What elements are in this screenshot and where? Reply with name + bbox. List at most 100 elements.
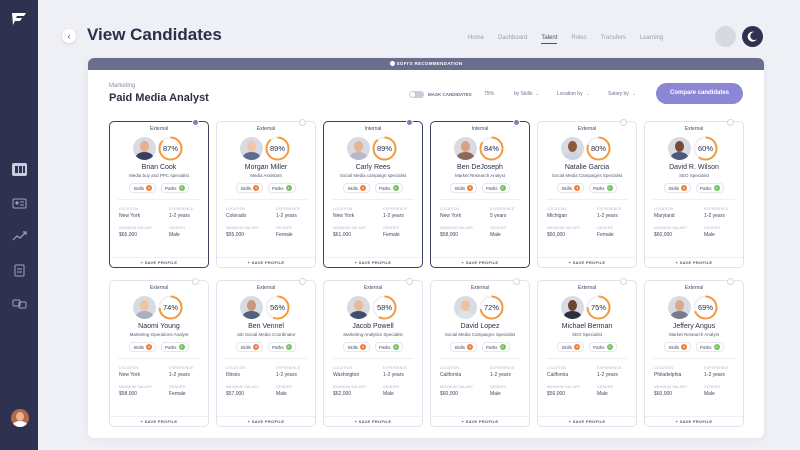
nav-talent[interactable]: Talent [541,35,558,44]
match-ring [693,295,718,320]
candidates-icon[interactable] [12,197,27,210]
save-profile-button[interactable]: + SAVE PROFILE [538,416,636,426]
paths-chip[interactable]: Paths 2 [482,342,510,352]
back-button[interactable]: ‹ [62,29,76,43]
skills-chip[interactable]: Skills 5 [450,183,477,193]
save-profile-button[interactable]: + SAVE PROFILE [110,416,208,426]
save-profile-button[interactable]: + SAVE PROFILE [324,257,422,267]
select-checkbox[interactable] [513,119,520,126]
save-profile-button[interactable]: + SAVE PROFILE [324,416,422,426]
experience-value: 1-2 years [169,213,190,219]
skills-chip[interactable]: Skills 4 [129,342,156,352]
nav-learning[interactable]: Learning [639,35,664,41]
paths-chip[interactable]: Paths 2 [375,342,403,352]
paths-count: 2 [499,344,506,350]
nav-home[interactable]: Home [468,35,485,41]
paths-chip[interactable]: Paths 2 [375,183,403,193]
paths-chip[interactable]: Paths 2 [482,183,510,193]
candidate-name: Naomi Young [138,323,180,330]
candidate-card[interactable]: Internal 89% Carly Rees Social Media cam… [323,119,423,268]
salary-filter[interactable]: Salary by ⌄ [608,91,636,97]
salary-label: MINIMUM SALARY [333,226,367,230]
save-profile-button[interactable]: + SAVE PROFILE [431,416,529,426]
skills-chip[interactable]: Skills 4 [236,183,263,193]
candidate-photo [668,296,691,319]
select-checkbox[interactable] [513,278,520,285]
location-value: New York [440,213,462,219]
skills-chip[interactable]: Skills 4 [557,183,584,193]
save-profile-button[interactable]: + SAVE PROFILE [538,257,636,267]
match-percent: 89% [376,144,392,153]
skills-chip[interactable]: Skills 4 [450,342,477,352]
skills-chip[interactable]: Skills 4 [664,183,691,193]
nav-transfers[interactable]: Transfers [600,35,626,41]
paths-chip[interactable]: Paths 1 [268,183,296,193]
paths-chip[interactable]: Paths 2 [696,342,724,352]
select-checkbox[interactable] [192,119,199,126]
match-percent: 74% [162,303,178,312]
transfer-icon[interactable] [12,297,27,310]
skills-chip[interactable]: Skills 4 [557,342,584,352]
salary-value: $58,000 [119,391,138,397]
select-checkbox[interactable] [299,119,306,126]
brand-logo-icon[interactable] [12,13,26,25]
save-profile-button[interactable]: + SAVE PROFILE [645,416,743,426]
candidate-card[interactable]: External 69% Jeffery Angus Market Resear… [644,278,744,427]
candidate-card[interactable]: External 56% Ben Vennel Job Social Media… [216,278,316,427]
location-label: LOCATION [226,207,246,211]
nav-dashboard[interactable]: Dashboard [498,35,528,41]
paths-chip[interactable]: Paths 2 [589,342,617,352]
divider [653,199,735,200]
select-checkbox[interactable] [620,278,627,285]
select-checkbox[interactable] [620,119,627,126]
paths-chip[interactable]: Paths 2 [268,342,296,352]
gender-label: GENDER [169,226,186,230]
save-profile-button[interactable]: + SAVE PROFILE [110,257,208,267]
skills-chip[interactable]: Skills 4 [236,342,263,352]
save-profile-button[interactable]: + SAVE PROFILE [431,257,529,267]
location-value: New York [333,213,355,219]
toggle-switch[interactable] [409,91,424,98]
paths-chip[interactable]: Paths 2 [589,183,617,193]
candidate-card[interactable]: External 60% David R. Wilson SEO Special… [644,119,744,268]
profile-avatar[interactable] [715,26,736,47]
save-profile-button[interactable]: + SAVE PROFILE [217,416,315,426]
paths-chip[interactable]: Paths 2 [696,183,724,193]
skills-filter[interactable]: by Skills ⌄ [514,91,540,97]
analytics-trend-icon[interactable] [12,230,27,243]
save-profile-button[interactable]: + SAVE PROFILE [217,257,315,267]
match-filter[interactable]: 75% [484,91,494,97]
candidate-card[interactable]: External 72% David Lopez Social Media Ca… [430,278,530,427]
skills-chip[interactable]: Skills 4 [343,183,370,193]
salary-label: MINIMUM SALARY [654,385,688,389]
select-checkbox[interactable] [192,278,199,285]
dark-mode-toggle[interactable] [742,26,763,47]
candidate-card[interactable]: Internal 84% Ben DeJoseph Market Researc… [430,119,530,268]
salary-label: MINIMUM SALARY [547,226,581,230]
skills-chip[interactable]: Skills 4 [343,342,370,352]
skills-chip[interactable]: Skills 4 [129,183,156,193]
candidate-card[interactable]: External 75% Michael Berman SEO Speciali… [537,278,637,427]
save-profile-button[interactable]: + SAVE PROFILE [645,257,743,267]
select-checkbox[interactable] [406,278,413,285]
select-checkbox[interactable] [727,119,734,126]
candidate-card[interactable]: External 58% Jacob Powell Marketing Anal… [323,278,423,427]
mask-candidates-toggle[interactable]: MASK CANDIDATES [409,91,472,98]
select-checkbox[interactable] [727,278,734,285]
candidate-card[interactable]: External 87% Brian Cook Media buy and PP… [109,119,209,268]
location-filter[interactable]: Location by ⌄ [557,91,590,97]
candidate-card[interactable]: External 89% Morgan Miller Media Assista… [216,119,316,268]
paths-chip[interactable]: Paths 2 [161,183,189,193]
cards-view-icon[interactable] [12,163,27,176]
nav-roles[interactable]: Roles [571,35,587,41]
skills-chip[interactable]: Skills 4 [664,342,691,352]
compare-candidates-button[interactable]: Compare candidates [656,83,743,104]
candidate-card[interactable]: External 74% Naomi Young Marketing Opera… [109,278,209,427]
select-checkbox[interactable] [299,278,306,285]
candidate-card[interactable]: External 80% Natalie Garcia Social Media… [537,119,637,268]
select-checkbox[interactable] [406,119,413,126]
experience-value: 1-2 years [597,213,618,219]
paths-chip[interactable]: Paths 1 [161,342,189,352]
reports-icon[interactable] [12,264,27,277]
user-avatar[interactable] [11,409,29,427]
